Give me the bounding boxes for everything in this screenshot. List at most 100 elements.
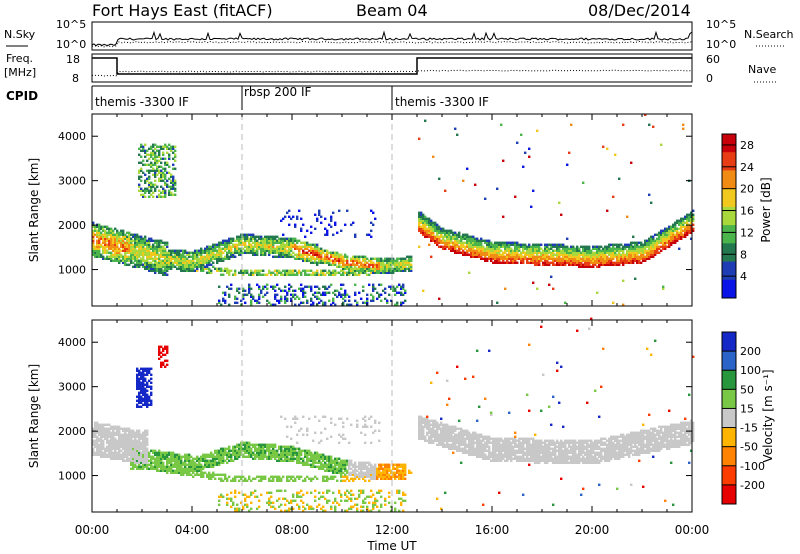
data-cell: [270, 235, 273, 238]
data-cell: [130, 439, 133, 442]
data-cell: [332, 251, 335, 254]
data-cell: [382, 265, 385, 268]
data-cell: [566, 247, 569, 250]
data-cell: [186, 467, 189, 470]
data-cell: [150, 455, 153, 458]
data-cell: [128, 453, 131, 456]
data-cell: [668, 245, 671, 248]
data-cell: [278, 237, 281, 240]
data-cell: [144, 465, 147, 468]
data-cell: [96, 431, 99, 434]
data-cell: [226, 255, 229, 258]
data-cell: [520, 259, 523, 262]
data-cell: [248, 247, 251, 250]
data-cell: [246, 495, 249, 498]
data-cell: [96, 423, 99, 426]
data-cell: [574, 247, 577, 250]
data-cell: [146, 253, 149, 256]
data-cell: [500, 123, 503, 126]
data-cell: [262, 447, 265, 450]
data-cell: [516, 251, 519, 254]
data-cell: [96, 445, 99, 448]
data-cell: [320, 255, 323, 258]
data-cell: [246, 293, 249, 296]
data-cell: [206, 263, 209, 266]
data-cell: [100, 231, 103, 234]
data-cell: [264, 475, 267, 478]
data-cell: [166, 261, 169, 264]
data-cell: [386, 267, 389, 270]
data-cell: [242, 455, 245, 458]
data-cell: [102, 429, 105, 432]
data-cell: [166, 359, 169, 362]
data-cell: [234, 477, 237, 480]
data-cell: [280, 237, 283, 240]
data-cell: [578, 253, 581, 256]
data-cell: [104, 249, 107, 252]
data-cell: [322, 293, 325, 296]
data-cell: [298, 287, 301, 290]
data-cell: [242, 295, 245, 298]
data-cell: [172, 265, 175, 268]
data-cell: [636, 245, 639, 248]
data-cell: [354, 283, 357, 286]
data-cell: [230, 269, 233, 272]
data-cell: [94, 225, 97, 228]
data-cell: [342, 301, 345, 304]
data-cell: [98, 433, 101, 436]
data-cell: [258, 295, 261, 298]
data-cell: [574, 251, 577, 254]
data-cell: [222, 461, 225, 464]
colorbar-tick-label: 8: [740, 248, 747, 261]
data-cell: [252, 457, 255, 460]
data-cell: [248, 237, 251, 240]
data-cell: [128, 431, 131, 434]
data-cell: [140, 377, 143, 380]
data-cell: [308, 285, 311, 288]
data-cell: [348, 265, 351, 268]
data-cell: [422, 233, 425, 236]
data-cell: [356, 301, 359, 304]
data-cell: [234, 295, 237, 298]
data-cell: [486, 259, 489, 262]
data-cell: [322, 301, 325, 304]
data-cell: [114, 433, 117, 436]
data-cell: [432, 227, 435, 230]
data-cell: [434, 229, 437, 232]
data-cell: [184, 469, 187, 472]
data-cell: [534, 255, 537, 258]
data-cell: [450, 231, 453, 234]
data-cell: [462, 237, 465, 240]
data-cell: [532, 247, 535, 250]
data-cell: [206, 249, 209, 252]
data-cell: [180, 459, 183, 462]
data-cell: [146, 267, 149, 270]
data-cell: [154, 251, 157, 254]
data-cell: [92, 253, 95, 256]
data-cell: [102, 433, 105, 436]
data-cell: [174, 251, 177, 254]
data-cell: [610, 257, 613, 260]
data-cell: [612, 243, 615, 246]
data-cell: [334, 269, 337, 272]
data-cell: [350, 223, 353, 226]
data-cell: [138, 451, 141, 454]
data-cell: [542, 249, 545, 252]
data-cell: [148, 239, 151, 242]
data-cell: [390, 271, 393, 274]
data-cell: [546, 247, 549, 250]
data-cell: [436, 229, 439, 232]
data-cell: [256, 245, 259, 248]
data-cell: [282, 269, 285, 272]
data-cell: [200, 257, 203, 260]
data-cell: [202, 457, 205, 460]
data-cell: [196, 263, 199, 266]
data-cell: [128, 259, 131, 262]
data-cell: [682, 123, 685, 126]
data-cell: [184, 267, 187, 270]
data-cell: [128, 437, 131, 440]
data-cell: [152, 151, 155, 154]
data-cell: [294, 243, 297, 246]
data-cell: [162, 455, 165, 458]
